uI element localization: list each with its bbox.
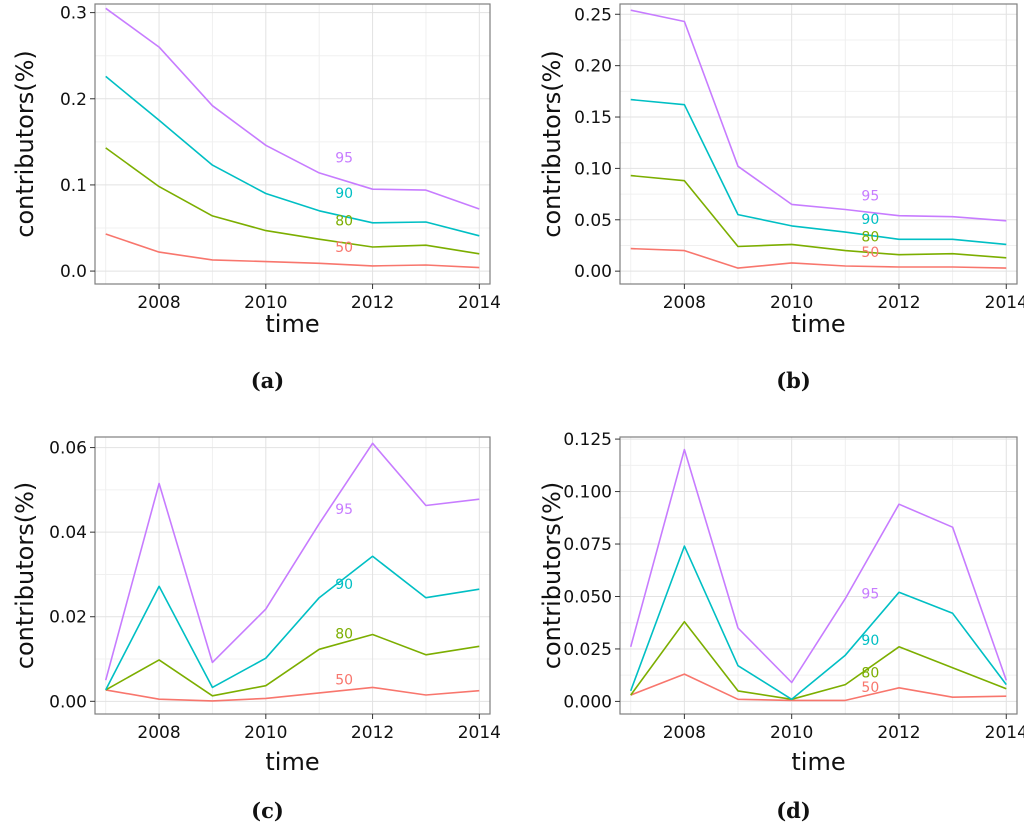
y-tick-label: 0.075 <box>563 535 612 555</box>
series-label-50: 50 <box>861 245 879 261</box>
y-tick-label: 0.050 <box>563 587 612 607</box>
x-axis-title: time <box>265 310 319 338</box>
y-tick-label: 0.04 <box>49 523 87 543</box>
y-tick-label: 0.15 <box>574 108 612 128</box>
series-line-50 <box>105 233 480 269</box>
y-tick-label: 0.25 <box>574 5 612 25</box>
x-tick-label: 2012 <box>351 293 394 313</box>
minor-gridlines <box>620 437 1017 714</box>
y-tick-label: 0.025 <box>563 640 612 660</box>
x-axis-title: time <box>791 748 845 776</box>
x-tick-label: 2014 <box>985 293 1024 313</box>
series-line-95 <box>630 9 1007 222</box>
minor-gridlines <box>95 437 490 714</box>
y-axis-title: contributors(%) <box>11 482 39 669</box>
x-tick-label: 2008 <box>663 293 706 313</box>
y-tick-label: 0.00 <box>574 262 612 282</box>
x-axis-title: time <box>265 748 319 776</box>
x-tick-label: 2010 <box>770 293 813 313</box>
series-line-50 <box>105 686 480 702</box>
y-axis-title: contributors(%) <box>538 482 566 669</box>
y-tick-label: 0.125 <box>563 430 612 450</box>
series-line-90 <box>105 75 480 237</box>
plot-border <box>619 3 1018 285</box>
series-line-95 <box>104 442 480 681</box>
panel-caption: (b) <box>776 368 811 393</box>
x-tick-label: 2014 <box>985 723 1024 743</box>
y-tick-label: 0.2 <box>60 90 87 110</box>
x-tick-label: 2010 <box>244 293 287 313</box>
series-label-90: 90 <box>861 212 879 228</box>
series-line-50 <box>630 247 1007 269</box>
x-tick-label: 2010 <box>244 723 287 743</box>
series-label-95: 95 <box>335 151 353 167</box>
series-line-80 <box>630 174 1007 259</box>
x-axis-title: time <box>791 310 845 338</box>
major-gridlines <box>620 437 1017 714</box>
y-tick-label: 0.100 <box>563 483 612 503</box>
panel-caption: (c) <box>251 798 284 823</box>
major-gridlines <box>620 4 1017 284</box>
series-label-90: 90 <box>861 633 879 649</box>
chart-panel-1: 50 80 90 95 2008 2010 2012 2014 0.0 0.1 0.2 0.3 time… <box>11 3 501 393</box>
x-tick-label: 2012 <box>877 723 920 743</box>
series-label-90: 90 <box>335 186 353 202</box>
series-label-80: 80 <box>335 213 353 229</box>
series-line-50 <box>630 673 1007 702</box>
x-tick-label: 2008 <box>137 723 180 743</box>
series-label-95: 95 <box>861 587 879 603</box>
y-tick-label: 0.02 <box>49 608 87 628</box>
major-gridlines <box>95 4 490 284</box>
series-line-90 <box>630 98 1007 246</box>
x-tick-label: 2014 <box>458 293 501 313</box>
y-tick-label: 0.00 <box>49 692 87 712</box>
x-tick-label: 2008 <box>137 293 180 313</box>
y-tick-label: 0.000 <box>563 692 612 712</box>
series-label-50: 50 <box>861 680 879 696</box>
series-line-90 <box>629 545 1007 701</box>
panel-caption: (d) <box>776 798 811 823</box>
series-label-80: 80 <box>335 627 353 643</box>
series-line-95 <box>629 448 1008 684</box>
plot-border <box>94 436 491 715</box>
plot-border <box>619 436 1018 715</box>
series-label-80: 80 <box>861 229 879 245</box>
y-tick-label: 0.0 <box>60 262 87 282</box>
x-tick-label: 2012 <box>351 723 394 743</box>
minor-gridlines <box>95 4 490 284</box>
series-label-80: 80 <box>861 665 879 681</box>
series-label-50: 50 <box>335 240 353 256</box>
y-tick-label: 0.3 <box>60 4 87 24</box>
major-gridlines <box>95 437 490 714</box>
chart-panel-3: 50 80 90 95 2008 2010 2012 2014 0.00 0.02 0.04 0.06… <box>11 436 501 823</box>
plot-border <box>94 3 491 285</box>
x-tick-label: 2010 <box>770 723 813 743</box>
y-tick-label: 0.1 <box>60 176 87 196</box>
series-line-90 <box>104 555 480 691</box>
series-line-80 <box>105 633 480 697</box>
y-tick-label: 0.05 <box>574 211 612 231</box>
series-label-50: 50 <box>335 672 353 688</box>
y-axis-title: contributors(%) <box>11 50 39 237</box>
series-label-95: 95 <box>861 188 879 204</box>
panel-caption: (a) <box>251 368 284 393</box>
y-tick-label: 0.10 <box>574 159 612 179</box>
series-label-95: 95 <box>335 502 353 518</box>
x-tick-label: 2008 <box>663 723 706 743</box>
y-tick-label: 0.06 <box>49 439 87 459</box>
y-axis-title: contributors(%) <box>538 50 566 237</box>
x-tick-label: 2014 <box>458 723 501 743</box>
x-tick-label: 2012 <box>877 293 920 313</box>
series-label-90: 90 <box>335 577 353 593</box>
series-line-95 <box>105 7 480 210</box>
minor-gridlines <box>620 4 1017 284</box>
y-tick-label: 0.20 <box>574 57 612 77</box>
series-line-80 <box>630 620 1007 701</box>
series-line-80 <box>105 147 480 255</box>
